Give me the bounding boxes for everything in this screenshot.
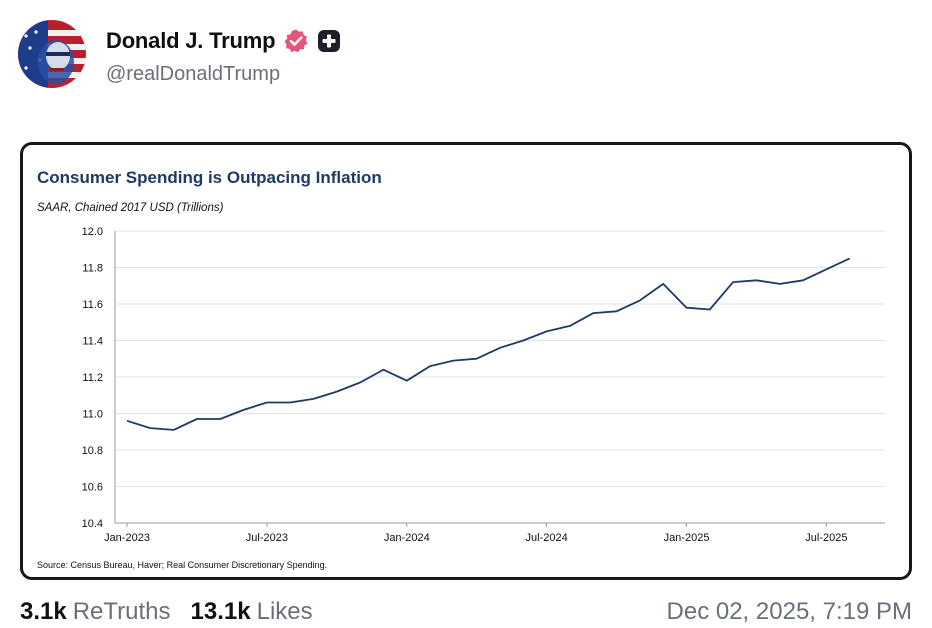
likes-stat[interactable]: 13.1k Likes — [191, 598, 313, 626]
post-footer: 3.1k ReTruths 13.1k Likes Dec 02, 2025, 7:… — [20, 598, 912, 628]
retruths-count: 3.1k — [20, 598, 67, 625]
verified-badge-icon — [283, 28, 309, 54]
avatar[interactable] — [18, 20, 86, 88]
author-handle[interactable]: @realDonaldTrump — [106, 63, 281, 85]
y-tick-label: 11.0 — [82, 409, 103, 421]
y-tick-label: 10.4 — [82, 518, 103, 530]
y-tick-label: 10.8 — [82, 445, 103, 457]
y-tick-label: 10.6 — [82, 482, 103, 494]
y-tick-label: 11.2 — [82, 372, 103, 384]
y-tick-label: 11.8 — [82, 263, 103, 275]
chart-source: Source: Census Bureau, Haver; Real Consu… — [37, 560, 327, 570]
author-row: Donald J. Trump — [106, 26, 341, 56]
x-tick-label: Jan-2023 — [104, 532, 150, 544]
chart-series — [126, 257, 851, 431]
x-tick-label: Jul-2024 — [526, 532, 568, 544]
plus-badge-icon — [317, 29, 341, 53]
x-axis: Jan-2023 Jul-2023 Jan-2024 Jul-2024 Jan-2025… — [104, 522, 885, 544]
chart-card[interactable]: Consumer Spending is Outpacing Inflation… — [20, 142, 912, 580]
chart-subtitle: SAAR, Chained 2017 USD (Trillions) — [37, 202, 224, 214]
x-tick-label: Jan-2024 — [384, 532, 430, 544]
line-chart: Consumer Spending is Outpacing Inflation… — [37, 168, 885, 570]
y-tick-label: 11.6 — [82, 299, 103, 311]
post-stats: 3.1k ReTruths 13.1k Likes — [20, 598, 313, 626]
author-display-name[interactable]: Donald J. Trump — [106, 28, 276, 53]
post-timestamp[interactable]: Dec 02, 2025, 7:19 PM — [666, 598, 912, 625]
x-tick-label: Jan-2025 — [664, 532, 710, 544]
avatar-image — [18, 20, 86, 88]
y-axis: 12.0 11.8 11.6 11.4 11.2 11.0 10.8 10.6 10.4 — [82, 226, 116, 530]
y-tick-label: 11.4 — [82, 336, 103, 348]
y-tick-label: 12.0 — [82, 226, 103, 238]
x-tick-label: Jul-2025 — [805, 532, 847, 544]
likes-label: Likes — [256, 598, 313, 625]
chart-title: Consumer Spending is Outpacing Inflation — [37, 168, 382, 187]
chart-gridlines — [115, 230, 885, 524]
x-tick-label: Jul-2023 — [246, 532, 288, 544]
retruths-label: ReTruths — [72, 598, 171, 625]
series-line — [126, 257, 851, 431]
likes-count: 13.1k — [190, 598, 251, 625]
retruths-stat[interactable]: 3.1k ReTruths — [20, 598, 171, 626]
